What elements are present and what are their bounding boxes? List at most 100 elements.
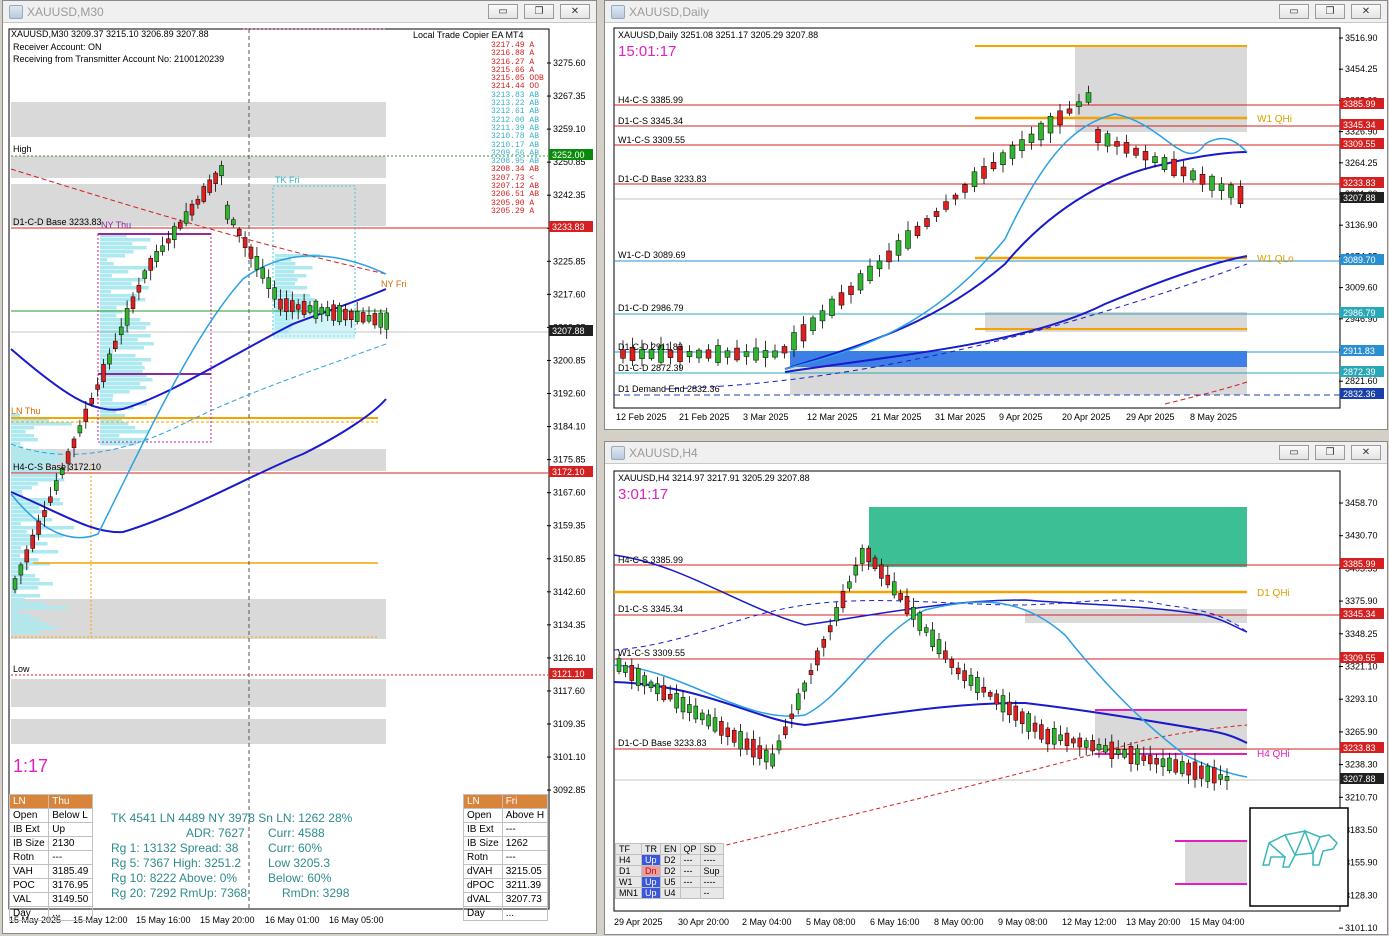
maximize-button[interactable]: ❐ xyxy=(1315,4,1345,19)
m30-candle xyxy=(154,251,159,262)
daily-candle xyxy=(838,292,845,306)
ln-thu-cell: --- xyxy=(48,850,93,865)
h4-candle xyxy=(1064,732,1070,746)
m30-candle xyxy=(118,326,124,336)
volume-profile-bar xyxy=(11,486,32,490)
volume-profile-bar xyxy=(275,270,295,274)
m30-chart-canvas[interactable]: High Low D1-C-D Base 3233.83 H4-C-S Base… xyxy=(3,24,596,933)
h4-time-tick: 30 Apr 20:00 xyxy=(678,917,729,927)
close-button[interactable]: ✕ xyxy=(560,4,590,19)
ticker-tape: 3217.49 A 3216.88 A 3216.27 A 3215.66 A 3215… xyxy=(491,41,544,216)
daily-candle xyxy=(933,211,940,217)
m30-candle xyxy=(248,246,254,259)
volume-profile-bar xyxy=(100,262,114,266)
volume-profile-bar xyxy=(100,442,137,446)
m30-candle xyxy=(36,520,41,535)
ln-fri-cell: 1262 xyxy=(501,836,549,851)
m30-candle xyxy=(360,312,366,323)
m30-candle xyxy=(207,179,212,193)
m30-candle xyxy=(107,353,112,365)
ticker-line: 3209.56 AB xyxy=(491,148,540,158)
close-button[interactable]: ✕ xyxy=(1351,445,1381,460)
h4-candle xyxy=(725,727,731,737)
daily-candle xyxy=(1085,92,1092,103)
volume-profile-bar xyxy=(275,298,315,302)
m30-titlebar[interactable]: XAUUSD,M30 ▭ ❐ ✕ xyxy=(3,1,596,23)
volume-profile-bar xyxy=(100,358,152,362)
m30-candle xyxy=(166,238,171,244)
volume-profile-bar xyxy=(11,426,35,430)
ln-thu-cell: VAL xyxy=(8,892,50,907)
daily-chart-canvas[interactable]: H4-C-S 3385.99 D1-C-S 3345.34 W1-C-S 330… xyxy=(605,24,1387,429)
m30-candle xyxy=(354,310,360,322)
daily-price-tick: 2946.90 xyxy=(1345,314,1378,324)
daily-price-tag: 2911.83 xyxy=(1343,346,1375,356)
volume-profile-bar xyxy=(100,298,146,302)
volume-profile-bar xyxy=(11,450,57,454)
volume-profile-bar xyxy=(11,466,45,470)
daily-time-tick: 9 Apr 2025 xyxy=(999,412,1043,422)
minimize-button[interactable]: ▭ xyxy=(1279,4,1309,19)
ln-thu-cell: Below L xyxy=(48,808,93,823)
h4-titlebar[interactable]: XAUUSD,H4 ▭ ❐ ✕ xyxy=(605,442,1387,464)
h4-chart-window[interactable]: XAUUSD,H4 ▭ ❐ ✕ xyxy=(604,441,1388,935)
h4-candle xyxy=(1147,755,1153,765)
h4-d1cd-base-label: D1-C-D Base 3233.83 xyxy=(618,738,707,748)
h4-candle xyxy=(1045,728,1051,745)
ticker-line: 3213.22 AB xyxy=(491,99,540,109)
m30-plot-area[interactable]: High Low D1-C-D Base 3233.83 H4-C-S Base… xyxy=(3,24,596,933)
maximize-button[interactable]: ❐ xyxy=(1315,445,1345,460)
daily-candle xyxy=(1171,158,1177,177)
volume-profile-bar xyxy=(100,282,132,286)
daily-price-tick: 3136.90 xyxy=(1345,220,1378,230)
mtf-cell: --- xyxy=(679,854,701,866)
mtf-cell: U5 xyxy=(660,876,681,888)
daily-price-tick: 3454.25 xyxy=(1345,64,1378,74)
daily-candle xyxy=(800,324,807,342)
volume-profile-bar xyxy=(100,422,129,426)
mtf-cell: H4 xyxy=(614,854,643,866)
minimize-button[interactable]: ▭ xyxy=(488,4,518,19)
m30-candle xyxy=(160,245,165,252)
volume-profile-bar xyxy=(11,582,53,586)
ticker-line: 3210.17 AB xyxy=(491,140,540,150)
ticker-line: 3213.83 AB xyxy=(491,90,540,100)
daily-candle xyxy=(990,162,997,170)
volume-profile-bar xyxy=(100,406,134,410)
h4-price-tick: 3321.10 xyxy=(1345,662,1378,672)
h4-candle xyxy=(898,593,903,601)
daily-titlebar[interactable]: XAUUSD,Daily ▭ ❐ ✕ xyxy=(605,1,1387,23)
h4-price-tick: 3430.70 xyxy=(1345,531,1378,541)
daily-plot-area[interactable]: H4-C-S 3385.99 D1-C-S 3345.34 W1-C-S 330… xyxy=(605,24,1387,429)
volume-profile-bar xyxy=(275,286,308,290)
ln-fri-cell: dVAL xyxy=(463,892,503,907)
close-button[interactable]: ✕ xyxy=(1351,4,1381,19)
m30-candle xyxy=(183,211,189,224)
m30-candle xyxy=(231,219,236,226)
mtf-cell: ---- xyxy=(699,876,724,888)
volume-profile-bar xyxy=(11,618,39,622)
volume-profile-bar xyxy=(100,350,113,354)
ln-thu-cell: 3176.95 xyxy=(48,878,93,893)
maximize-button[interactable]: ❐ xyxy=(524,4,554,19)
daily-chart-window[interactable]: XAUUSD,Daily ▭ ❐ ✕ xyxy=(604,0,1388,430)
h4-candle xyxy=(943,650,948,660)
volume-profile-bar xyxy=(11,442,21,446)
h4-candle xyxy=(1128,746,1134,764)
volume-profile-bar xyxy=(100,278,144,282)
daily-price-tag: 3089.70 xyxy=(1343,255,1376,265)
bear-logo-icon xyxy=(1262,828,1338,868)
m30-price-tick: 3259.10 xyxy=(553,124,586,134)
m30-chart-window[interactable]: XAUUSD,M30 ▭ ❐ ✕ xyxy=(2,0,597,934)
volume-profile-bar xyxy=(100,414,126,418)
m30-candle xyxy=(366,315,372,322)
mtf-cell: W1 xyxy=(614,876,643,888)
h4-plot-area[interactable]: H4-C-S 3385.99 D1-C-S 3345.34 W1-C-S 330… xyxy=(605,465,1387,934)
d1cd-base-label: D1-C-D Base 3233.83 xyxy=(13,217,102,227)
h4-chart-canvas[interactable]: H4-C-S 3385.99 D1-C-S 3345.34 W1-C-S 330… xyxy=(605,465,1387,934)
m30-price-tick: 3134.35 xyxy=(553,620,586,630)
m30-price-tag: 3252.00 xyxy=(552,150,585,160)
volume-profile-bar xyxy=(11,534,64,538)
h4-candle xyxy=(789,713,795,719)
minimize-button[interactable]: ▭ xyxy=(1279,445,1309,460)
